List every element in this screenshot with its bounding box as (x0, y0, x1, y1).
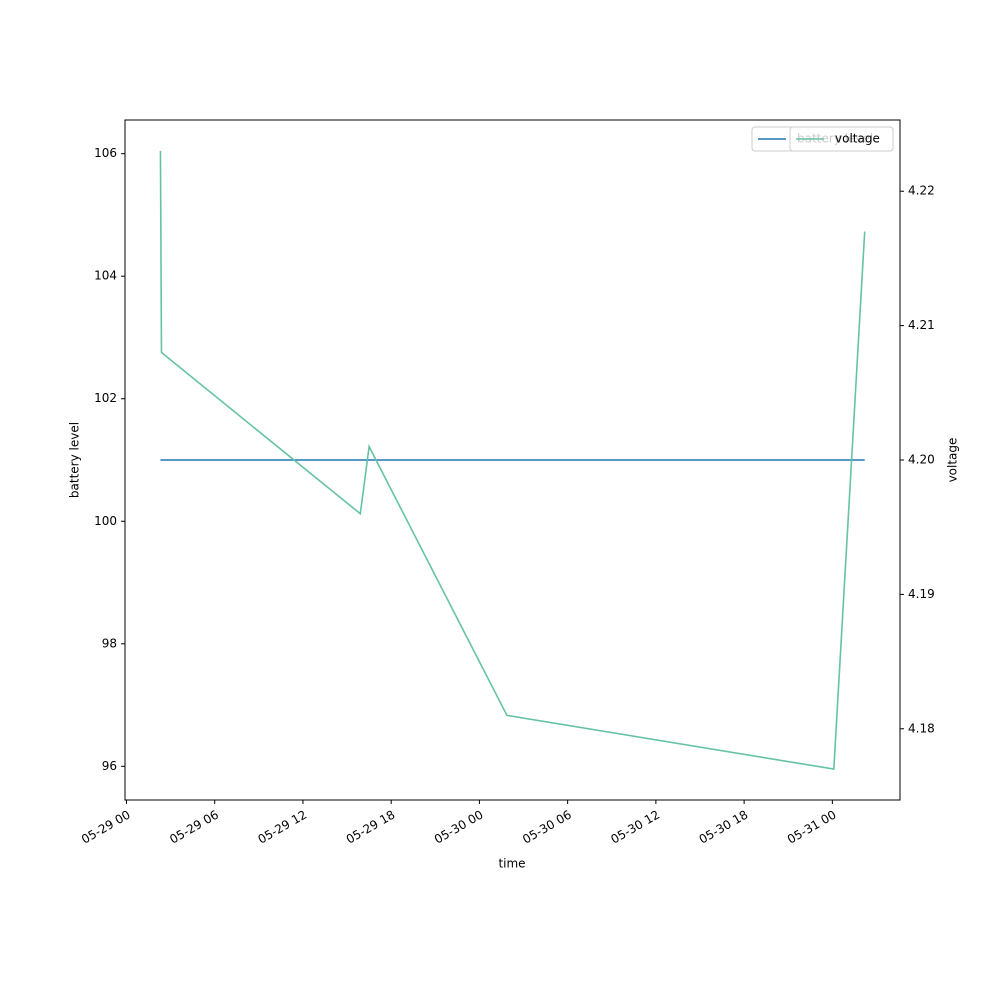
x-axis-label: time (498, 857, 525, 871)
y-tick-label: 100 (94, 514, 117, 528)
y-tick-label: 106 (94, 146, 117, 160)
y2-tick-label: 4.19 (908, 587, 935, 601)
y2-tick-label: 4.18 (908, 721, 935, 735)
y-tick-label: 104 (94, 269, 117, 283)
plot-frame (124, 119, 901, 801)
y-tick-label: 96 (102, 759, 117, 773)
legend-label: voltage (835, 132, 880, 146)
legend-box (789, 126, 894, 152)
y2-tick-label: 4.21 (908, 318, 935, 332)
y-tick-label: 102 (94, 391, 117, 405)
y-axis-label: battery level (68, 422, 82, 498)
y2-axis-label: voltage (946, 438, 960, 483)
series-line (159, 150, 866, 771)
y2-tick-label: 4.20 (908, 453, 935, 467)
y2-tick-label: 4.22 (908, 184, 935, 198)
y-tick-label: 98 (102, 636, 117, 650)
